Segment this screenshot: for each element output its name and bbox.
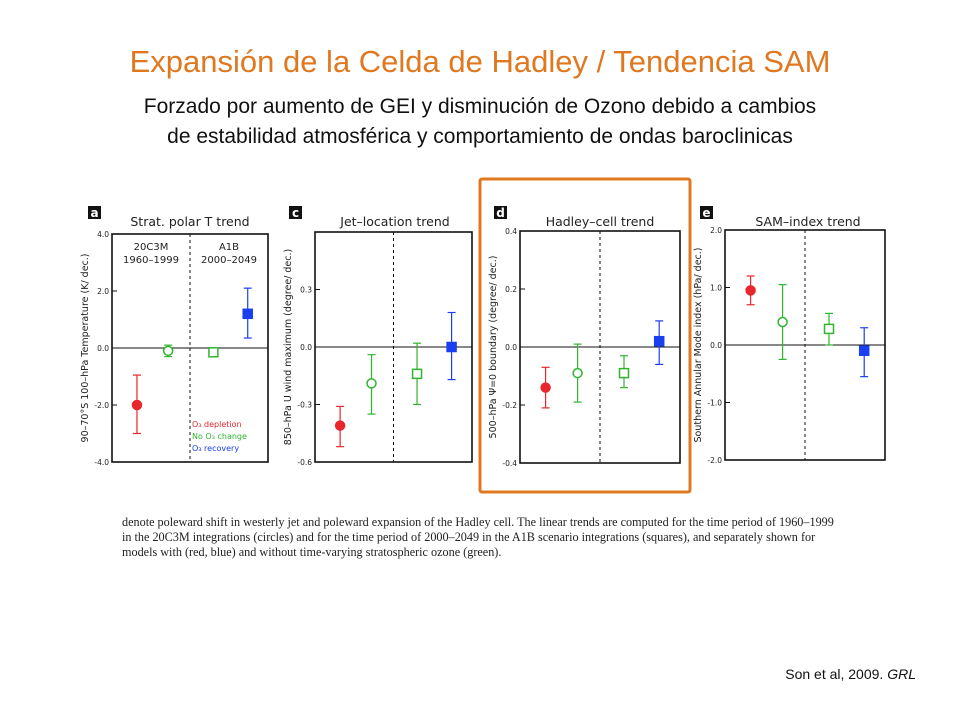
y-axis-label: 850–hPa U wind maximum (degree/ dec.) [283,249,294,445]
y-tick-label: 0.0 [505,343,517,352]
panel-letter-badge [494,206,507,219]
data-point [777,284,788,360]
data-point [572,343,583,403]
legend-entry: O₃ recovery [192,444,239,453]
y-axis-label: Southern Annular Mode index (hPa/ dec.) [693,248,704,443]
marker-square [618,367,630,379]
data-point [745,275,756,306]
data-point [366,354,377,415]
data-point [618,355,630,389]
y-axis-label: 90–70°S 100–hPa Temperature (K/ dec.) [80,254,91,443]
panel-title: Strat. polar T trend [130,214,249,229]
chart-panel-c: c Jet–location trend 0.3 0.0 -0.3 -0.6 850–hPa… [283,206,473,467]
y-tick-label: 0.0 [97,344,109,353]
y-tick-label: -2.0 [707,456,722,465]
marker-circle [334,420,346,431]
y-tick-label: -0.3 [297,401,312,410]
data-point [411,342,423,406]
data-point [858,327,870,378]
y-tick-label: 0.3 [300,286,312,295]
chart-panel-e: e SAM–index trend 2.0 1.0 0.0 -1.0 -2.0 Souther… [693,206,886,465]
marker-square [823,323,835,335]
marker-circle [366,378,377,389]
y-tick-label: -1.0 [707,399,722,408]
y-tick-label: 1.0 [710,284,722,293]
y-tick-label: 0.4 [505,227,517,236]
data-point [242,287,253,339]
y-tick-label: -4.0 [94,458,109,467]
citation-authors: Son et al, 2009. [785,666,884,682]
slide-subtitle: Forzado por aumento de GEI y disminución… [60,92,900,152]
marker-square [858,345,870,356]
data-point [446,311,457,381]
y-tick-label: -0.4 [502,459,517,468]
marker-square [446,341,457,353]
y-tick-label: 2.0 [710,226,722,235]
panel-letter: c [292,206,299,220]
y-tick-label: 0.0 [300,343,312,352]
data-point [208,347,219,358]
y-tick-label: -0.6 [297,458,312,467]
panel-title: Jet–location trend [339,214,449,229]
panel-title: Hadley–cell trend [546,214,655,229]
period-label-years: 2000–2049 [201,255,257,266]
panel-letter: a [90,206,98,220]
data-point [823,312,835,346]
data-point [334,405,346,448]
marker-square [653,335,665,347]
marker-circle [162,345,174,357]
y-tick-label: -2.0 [94,401,109,410]
marker-square [242,308,253,320]
period-label-name: A1B [219,242,239,253]
period-label-name: 20C3M [134,242,169,253]
subtitle-line-1: Forzado por aumento de GEI y disminución… [143,95,817,118]
y-tick-label: 2.0 [97,287,109,296]
period-label-years: 1960–1999 [123,255,179,266]
figure-caption: denote poleward shift in westerly jet an… [122,515,834,559]
y-tick-label: -0.2 [502,401,517,410]
panel-letter-badge [88,206,101,219]
marker-square [411,368,423,380]
y-tick-label: 4.0 [97,230,109,239]
marker-square [208,347,219,358]
highlight-box [478,177,692,494]
chart-panel-a: a Strat. polar T trend 4.0 2.0 0.0 -2.0 -4.0 90… [80,206,269,467]
data-point [162,344,174,358]
panel-letter: e [702,206,710,220]
panel-letter-badge [700,206,713,219]
panel-letter-badge [289,206,302,219]
marker-circle [572,367,583,379]
marker-circle [777,316,788,328]
citation: Son et al, 2009. GRL [785,666,916,682]
slide-title: Expansión de la Celda de Hadley / Tenden… [129,44,831,79]
y-tick-label: 0.0 [710,341,722,350]
marker-circle [540,382,551,393]
legend-entry: No O₃ change [192,432,247,441]
subtitle-line-2: de estabilidad atmosférica y comportamie… [167,125,793,148]
chart-panel-d: d Hadley–cell trend 0.4 0.2 0.0 -0.2 -0.4 500–h… [488,206,681,468]
data-point [131,374,143,435]
citation-journal: GRL [887,666,916,682]
data-point [540,366,551,409]
panel-title: SAM–index trend [755,214,860,229]
marker-circle [745,285,756,296]
y-tick-label: 0.2 [505,285,517,294]
y-axis-label: 500–hPa Ψ=0 boundary (degree/ dec.) [488,256,499,439]
data-point [653,320,665,365]
legend-entry: O₃ depletion [192,420,242,429]
marker-circle [131,399,143,411]
panel-letter: d [496,206,505,220]
